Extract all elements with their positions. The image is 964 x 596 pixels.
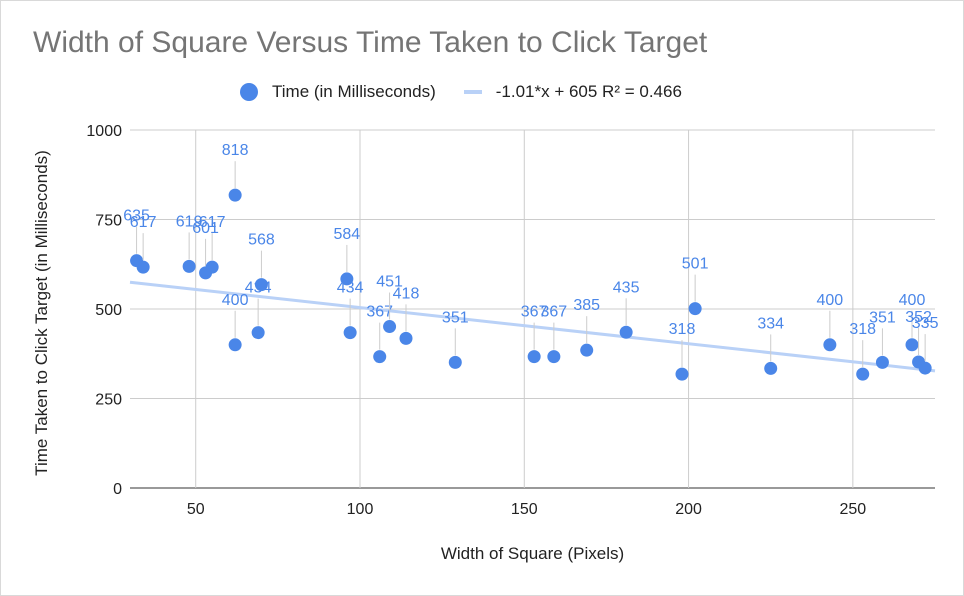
y-axis-title: Time Taken to Click Target (in Milliseco…: [32, 150, 51, 476]
data-point: [340, 272, 354, 286]
x-tick-label: 100: [347, 501, 374, 518]
data-label: 400: [817, 292, 844, 309]
data-label: 318: [849, 321, 876, 338]
data-label: 617: [199, 214, 226, 231]
data-point: [527, 350, 541, 364]
legend-label-points: Time (in Milliseconds): [272, 82, 436, 101]
data-label: 334: [757, 315, 784, 332]
data-point: [856, 367, 870, 381]
data-label: 435: [613, 279, 640, 296]
legend-marker-trendline: [463, 90, 482, 94]
data-label: 352: [905, 309, 932, 326]
data-point: [688, 302, 702, 316]
data-point: [373, 350, 387, 364]
x-tick-label: 250: [840, 501, 867, 518]
y-tick-label: 1000: [86, 123, 122, 140]
data-label: 351: [869, 309, 896, 326]
x-tick-label: 150: [511, 501, 538, 518]
data-label: 501: [682, 256, 709, 273]
data-point: [343, 326, 357, 340]
data-label: 400: [222, 292, 249, 309]
chart-legend: Time (in Milliseconds) -1.01*x + 605 R² …: [240, 80, 682, 104]
data-label: 619: [176, 213, 203, 230]
data-label: 635: [123, 208, 150, 225]
data-point: [228, 188, 242, 202]
data-label: 385: [573, 297, 600, 314]
data-label: 451: [376, 274, 403, 291]
data-point: [251, 326, 265, 340]
data-point: [182, 259, 196, 273]
data-label: 601: [192, 220, 219, 237]
data-label: 400: [899, 292, 926, 309]
data-point: [383, 320, 397, 334]
data-point: [875, 355, 889, 369]
data-point: [136, 260, 150, 274]
data-point: [448, 355, 462, 369]
data-point: [918, 361, 932, 375]
data-label: 351: [442, 309, 469, 326]
data-label: 584: [334, 226, 361, 243]
data-point: [580, 343, 594, 357]
data-point: [205, 260, 219, 274]
trendline: [129, 280, 936, 373]
y-tick-label: 0: [113, 481, 122, 498]
data-label: 418: [393, 285, 420, 302]
data-point: [399, 331, 413, 345]
data-point: [254, 278, 268, 292]
data-label: 818: [222, 142, 249, 159]
data-label: 335: [912, 315, 939, 332]
legend-marker-points: [240, 83, 258, 101]
data-point: [905, 338, 919, 352]
x-tick-label: 50: [187, 501, 205, 518]
x-tick-label: 200: [675, 501, 702, 518]
data-label: 568: [248, 232, 275, 249]
data-label: 617: [130, 214, 157, 231]
data-point: [675, 367, 689, 381]
data-label: 318: [669, 321, 696, 338]
data-label: 367: [541, 304, 568, 321]
data-label: 367: [366, 304, 393, 321]
data-point: [823, 338, 837, 352]
data-point: [228, 338, 242, 352]
data-label: 367: [521, 304, 548, 321]
data-point: [547, 350, 561, 364]
chart-title: Width of Square Versus Time Taken to Cli…: [33, 26, 708, 59]
y-tick-label: 250: [95, 392, 122, 409]
data-point: [764, 361, 778, 375]
data-label: 434: [337, 280, 364, 297]
y-tick-label: 750: [95, 213, 122, 230]
x-axis-title: Width of Square (Pixels): [441, 544, 624, 563]
legend-label-trendline: -1.01*x + 605 R² = 0.466: [495, 82, 682, 101]
y-tick-label: 500: [95, 302, 122, 319]
data-point: [619, 325, 633, 339]
